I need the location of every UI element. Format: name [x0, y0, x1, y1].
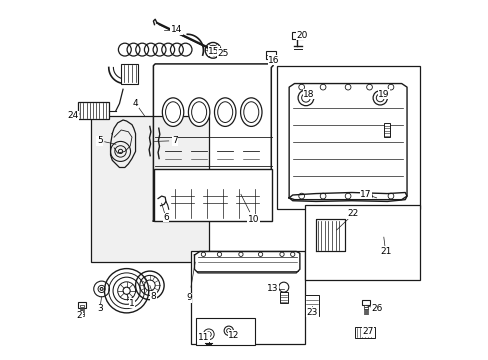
Ellipse shape	[165, 102, 180, 122]
Bar	[78, 102, 108, 119]
Ellipse shape	[244, 102, 258, 122]
Text: 22: 22	[347, 210, 358, 219]
Bar	[291, 32, 302, 39]
Text: 15: 15	[208, 47, 220, 56]
Ellipse shape	[217, 102, 232, 122]
Bar	[363, 312, 367, 314]
Ellipse shape	[188, 98, 209, 126]
Bar	[154, 169, 272, 221]
Text: 6: 6	[163, 213, 168, 222]
Bar	[363, 307, 367, 309]
Bar	[190, 251, 305, 344]
Text: 8: 8	[150, 292, 156, 301]
Bar	[354, 327, 374, 338]
Text: 20: 20	[295, 31, 307, 40]
Ellipse shape	[240, 98, 262, 126]
Text: 23: 23	[306, 308, 317, 317]
Text: 21: 21	[379, 247, 390, 256]
Text: 12: 12	[227, 331, 239, 340]
Bar	[276, 66, 419, 208]
Text: 27: 27	[361, 327, 373, 336]
Text: 14: 14	[171, 26, 182, 35]
Text: 11: 11	[197, 333, 209, 342]
Text: 5: 5	[97, 136, 102, 145]
Text: 4: 4	[132, 99, 138, 108]
Bar	[305, 295, 318, 316]
Bar	[80, 305, 84, 307]
Text: 19: 19	[377, 90, 389, 99]
Bar	[363, 305, 367, 307]
Bar	[305, 205, 419, 280]
Bar	[80, 312, 84, 314]
Bar	[363, 309, 367, 310]
Ellipse shape	[162, 98, 183, 126]
Bar	[362, 300, 369, 305]
Text: 13: 13	[267, 284, 278, 293]
Text: 9: 9	[186, 293, 192, 302]
Text: 25: 25	[217, 49, 228, 58]
Text: 3: 3	[97, 304, 102, 313]
Bar	[315, 219, 344, 251]
Ellipse shape	[214, 98, 235, 126]
Text: 24: 24	[67, 111, 79, 120]
Text: 1: 1	[129, 299, 135, 308]
Bar	[363, 311, 367, 312]
Bar	[196, 318, 255, 345]
Bar	[121, 64, 138, 84]
Text: 17: 17	[360, 190, 371, 199]
Text: 26: 26	[370, 304, 382, 313]
Bar	[383, 123, 389, 137]
Bar	[80, 307, 84, 309]
Bar	[265, 51, 275, 59]
Bar	[80, 310, 84, 311]
Text: 16: 16	[267, 56, 279, 65]
Text: 10: 10	[247, 215, 259, 224]
Bar	[279, 292, 287, 303]
Text: 7: 7	[172, 136, 177, 145]
Bar	[91, 116, 208, 262]
Text: 18: 18	[303, 90, 314, 99]
Ellipse shape	[191, 102, 206, 122]
Bar	[80, 314, 84, 316]
Bar	[78, 302, 85, 307]
Text: 2: 2	[77, 311, 82, 320]
